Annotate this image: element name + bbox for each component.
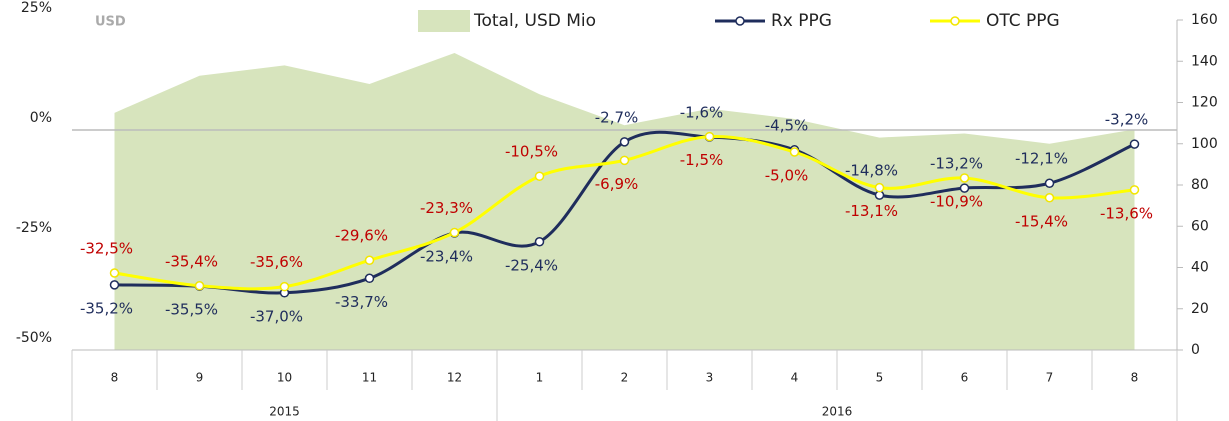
y-tick-label: -50% xyxy=(16,330,52,346)
x-tick-label: 3 xyxy=(706,371,714,385)
y-tick-label: 0% xyxy=(30,110,52,126)
value-label: -2,7% xyxy=(595,108,639,126)
marker xyxy=(364,273,375,284)
y2-tick-label: 60 xyxy=(1191,218,1209,234)
marker xyxy=(959,173,970,183)
value-label: -33,7% xyxy=(335,293,388,311)
value-label: -14,8% xyxy=(845,162,898,180)
value-label: -13,1% xyxy=(845,202,898,220)
marker xyxy=(959,183,970,193)
x-tick-label: 8 xyxy=(111,371,119,385)
value-label: -23,3% xyxy=(420,199,473,217)
marker xyxy=(534,237,545,247)
y2-tick-label: 160 xyxy=(1191,12,1218,28)
value-label: -12,1% xyxy=(1015,150,1068,168)
marker xyxy=(874,182,885,193)
y-tick-label: -25% xyxy=(16,220,52,236)
group-label: 2015 xyxy=(269,405,300,419)
legend-label: Rx PPG xyxy=(771,11,832,31)
x-tick-label: 2 xyxy=(621,371,629,385)
marker xyxy=(1129,139,1140,149)
value-label: -3,2% xyxy=(1105,111,1149,129)
value-label: -13,6% xyxy=(1100,204,1153,222)
value-label: -29,6% xyxy=(335,227,388,245)
value-label: -1,6% xyxy=(680,104,724,122)
value-label: -37,0% xyxy=(250,307,303,325)
x-tick-label: 8 xyxy=(1131,371,1139,385)
y-tick-label: 25% xyxy=(21,0,52,16)
value-label: -10,5% xyxy=(505,143,558,161)
value-label: -10,9% xyxy=(930,192,983,210)
marker xyxy=(449,227,460,238)
y2-tick-label: 40 xyxy=(1191,260,1209,276)
value-label: -35,4% xyxy=(165,252,218,270)
value-label: -25,4% xyxy=(505,256,558,274)
legend-marker xyxy=(950,16,960,26)
marker xyxy=(789,147,800,157)
value-label: -1,5% xyxy=(680,151,724,169)
y2-tick-label: 80 xyxy=(1191,177,1209,193)
legend-label: OTC PPG xyxy=(986,11,1060,31)
marker xyxy=(1044,193,1055,203)
marker xyxy=(364,255,375,265)
value-label: -13,2% xyxy=(930,155,983,173)
y2-tick-label: 0 xyxy=(1191,342,1200,358)
group-label: 2016 xyxy=(822,405,853,419)
value-label: -15,4% xyxy=(1015,212,1068,230)
value-label: -4,5% xyxy=(765,116,809,134)
x-tick-label: 7 xyxy=(1046,371,1054,385)
marker xyxy=(109,280,120,290)
legend-swatch xyxy=(418,10,470,32)
unit-label: USD xyxy=(95,15,126,30)
marker xyxy=(619,155,630,166)
marker xyxy=(109,268,120,278)
marker xyxy=(704,131,715,142)
y2-tick-label: 100 xyxy=(1191,136,1218,152)
y2-tick-label: 140 xyxy=(1191,53,1218,69)
x-tick-label: 12 xyxy=(447,371,462,385)
x-tick-label: 6 xyxy=(961,371,969,385)
value-label: -35,5% xyxy=(165,301,218,319)
value-label: -5,0% xyxy=(765,167,809,185)
marker xyxy=(1044,178,1055,188)
legend-marker xyxy=(735,16,745,26)
x-tick-label: 10 xyxy=(277,371,292,385)
marker xyxy=(279,281,290,292)
marker xyxy=(619,137,630,147)
y2-tick-label: 20 xyxy=(1191,301,1209,317)
marker xyxy=(194,281,205,291)
x-tick-label: 5 xyxy=(876,371,884,385)
x-tick-label: 9 xyxy=(196,371,204,385)
x-tick-label: 11 xyxy=(362,371,377,385)
x-tick-label: 4 xyxy=(791,371,799,385)
x-tick-label: 1 xyxy=(536,371,544,385)
value-label: -35,6% xyxy=(250,253,303,271)
value-label: -35,2% xyxy=(80,299,133,317)
value-label: -32,5% xyxy=(80,240,133,258)
marker xyxy=(1129,185,1140,195)
marker xyxy=(534,171,545,181)
value-label: -6,9% xyxy=(595,175,639,193)
legend-label: Total, USD Mio xyxy=(473,11,596,31)
value-label: -23,4% xyxy=(420,247,473,265)
y2-tick-label: 120 xyxy=(1191,95,1218,111)
